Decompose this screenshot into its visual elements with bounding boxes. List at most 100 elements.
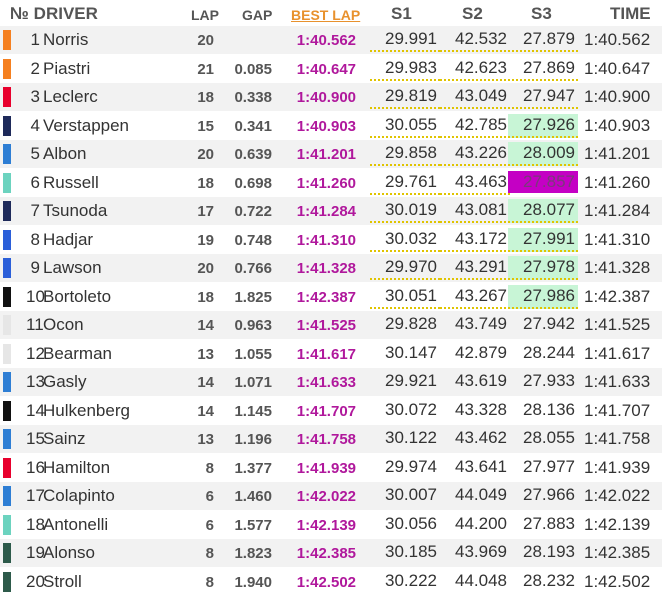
header-s1[interactable]: S1 (391, 4, 412, 24)
header-time[interactable]: TIME (610, 4, 651, 24)
header-best-lap[interactable]: BEST LAP (291, 7, 360, 23)
lap-count: 8 (180, 574, 214, 591)
gap-value: 1.145 (228, 403, 272, 420)
sector1-time: 30.007 (370, 484, 440, 506)
sector1-time: 29.983 (370, 57, 440, 81)
sector1-time: 29.921 (370, 370, 440, 392)
position-number: 19 (26, 543, 40, 563)
lap-count: 8 (180, 545, 214, 562)
driver-name: Verstappen (43, 116, 129, 136)
header-gap[interactable]: GAP (242, 7, 272, 23)
team-color-bar (3, 144, 11, 164)
position-number: 1 (26, 30, 40, 50)
gap-value: 0.338 (228, 89, 272, 106)
lap-time: 1:41.758 (584, 429, 650, 449)
sector1-time: 30.222 (370, 570, 440, 592)
best-lap-time: 1:40.900 (294, 89, 356, 106)
lap-time: 1:42.022 (584, 486, 650, 506)
sector2-time: 43.049 (440, 85, 510, 109)
lap-time: 1:41.284 (584, 201, 650, 221)
position-number: 18 (26, 515, 40, 535)
position-number: 5 (26, 144, 40, 164)
sector3-time: 27.978 (508, 256, 578, 280)
sector2-time: 42.623 (440, 57, 510, 81)
sector2-time: 43.641 (440, 456, 510, 478)
sector2-time: 43.969 (440, 541, 510, 563)
driver-name: Norris (43, 30, 88, 50)
sector3-time: 27.933 (508, 370, 578, 392)
lap-count: 17 (180, 203, 214, 220)
driver-name: Alonso (43, 543, 95, 563)
sector2-time: 43.081 (440, 199, 510, 223)
sector2-time: 43.749 (440, 313, 510, 335)
sector3-time: 28.244 (508, 342, 578, 364)
sector1-time: 29.828 (370, 313, 440, 335)
team-color-bar (3, 258, 11, 278)
sector3-time: 28.077 (508, 199, 578, 223)
lap-count: 14 (180, 317, 214, 334)
driver-name: Albon (43, 144, 86, 164)
lap-count: 18 (180, 289, 214, 306)
header-s3[interactable]: S3 (531, 4, 552, 24)
sector2-time: 43.267 (440, 285, 510, 309)
driver-name: Piastri (43, 59, 90, 79)
team-color-bar (3, 543, 11, 563)
best-lap-time: 1:41.939 (294, 460, 356, 477)
lap-time: 1:42.387 (584, 287, 650, 307)
position-number: 7 (26, 201, 40, 221)
sector3-time: 28.136 (508, 399, 578, 421)
lap-count: 21 (180, 61, 214, 78)
sector1-time: 29.991 (370, 28, 440, 52)
header-s2[interactable]: S2 (462, 4, 483, 24)
lap-time: 1:42.385 (584, 543, 650, 563)
sector3-time: 28.009 (508, 142, 578, 166)
sector3-time: 27.942 (508, 313, 578, 335)
lap-count: 20 (180, 260, 214, 277)
best-lap-time: 1:40.562 (294, 32, 356, 49)
team-color-bar (3, 201, 11, 221)
gap-value: 0.963 (228, 317, 272, 334)
team-color-bar (3, 372, 11, 392)
sector2-time: 44.049 (440, 484, 510, 506)
team-color-bar (3, 315, 11, 335)
driver-name: Bortoleto (43, 287, 111, 307)
best-lap-time: 1:41.758 (294, 431, 356, 448)
lap-count: 18 (180, 89, 214, 106)
sector1-time: 30.051 (370, 285, 440, 309)
lap-time: 1:42.139 (584, 515, 650, 535)
lap-time: 1:41.633 (584, 372, 650, 392)
sector2-time: 43.463 (440, 171, 510, 195)
best-lap-time: 1:41.310 (294, 232, 356, 249)
header-lap[interactable]: LAP (191, 7, 219, 23)
position-number: 2 (26, 59, 40, 79)
position-number: 16 (26, 458, 40, 478)
sector3-time: 28.055 (508, 427, 578, 449)
sector3-time: 27.986 (508, 285, 578, 309)
sector3-time: 27.991 (508, 228, 578, 252)
sector3-time: 28.232 (508, 570, 578, 592)
gap-value: 1.577 (228, 517, 272, 534)
team-color-bar (3, 401, 11, 421)
team-color-bar (3, 287, 11, 307)
